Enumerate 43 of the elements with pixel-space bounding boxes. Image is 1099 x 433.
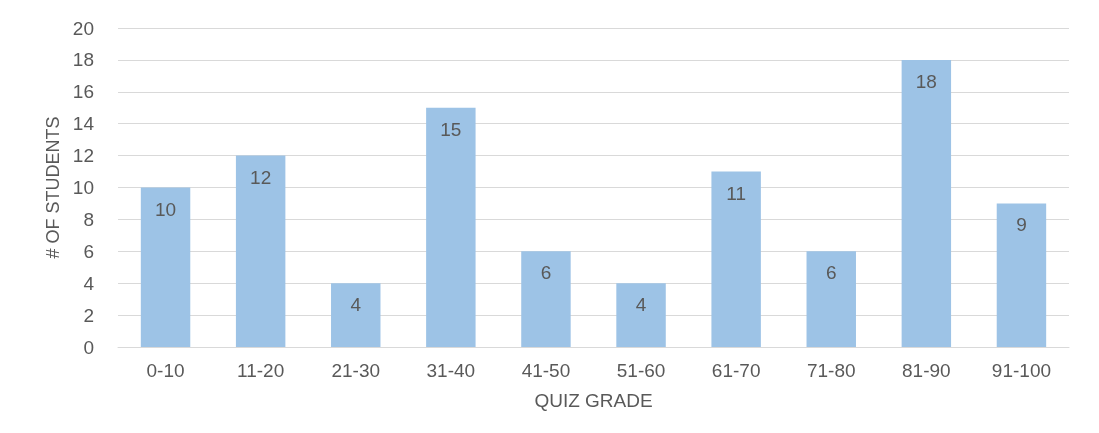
bar: [996, 203, 1047, 347]
data-label: 4: [350, 294, 362, 316]
x-tick-label: 0-10: [146, 360, 185, 381]
data-label: 15: [440, 118, 462, 140]
data-label: 18: [915, 70, 937, 92]
x-axis-title: QUIZ GRADE: [534, 390, 653, 411]
bar: [331, 283, 381, 347]
x-tick-label: 21-30: [331, 360, 381, 381]
y-tick-label: 12: [72, 145, 94, 167]
data-label: 11: [726, 182, 747, 204]
x-tick-label: 71-80: [806, 360, 856, 381]
bar: [426, 107, 476, 347]
y-tick-label: 18: [72, 49, 94, 71]
y-tick-label: 8: [83, 208, 94, 230]
x-tick-label: 11-20: [237, 360, 285, 381]
x-tick-label: 61-70: [711, 360, 761, 381]
y-tick-label: 4: [83, 272, 95, 294]
x-tick-label: 51-60: [616, 360, 666, 381]
y-tick-label: 2: [83, 304, 94, 326]
y-tick-label: 16: [72, 81, 94, 103]
bar: [616, 283, 666, 347]
x-tick-label: 31-40: [426, 360, 476, 381]
bar: [140, 187, 191, 347]
data-label: 4: [635, 294, 647, 316]
y-tick-label: 20: [72, 17, 94, 39]
bar: [806, 251, 856, 347]
data-label: 6: [540, 262, 552, 284]
x-tick-label: 91-100: [991, 360, 1052, 381]
bar: [235, 155, 286, 347]
data-label: 6: [825, 262, 837, 284]
x-tick-label: 81-90: [902, 360, 951, 381]
y-axis-title: # OF STUDENTS: [42, 116, 63, 259]
y-tick-label: 0: [83, 336, 94, 358]
data-label: 9: [1016, 214, 1027, 236]
y-tick-label: 10: [72, 177, 94, 198]
bar: [521, 251, 571, 347]
x-tick-label: 41-50: [521, 360, 571, 381]
data-label: 12: [250, 166, 272, 188]
bar: [901, 59, 952, 347]
y-tick-label: 14: [72, 113, 95, 135]
bar: [711, 171, 761, 347]
y-tick-label: 6: [83, 240, 94, 262]
data-label: 10: [154, 198, 177, 220]
